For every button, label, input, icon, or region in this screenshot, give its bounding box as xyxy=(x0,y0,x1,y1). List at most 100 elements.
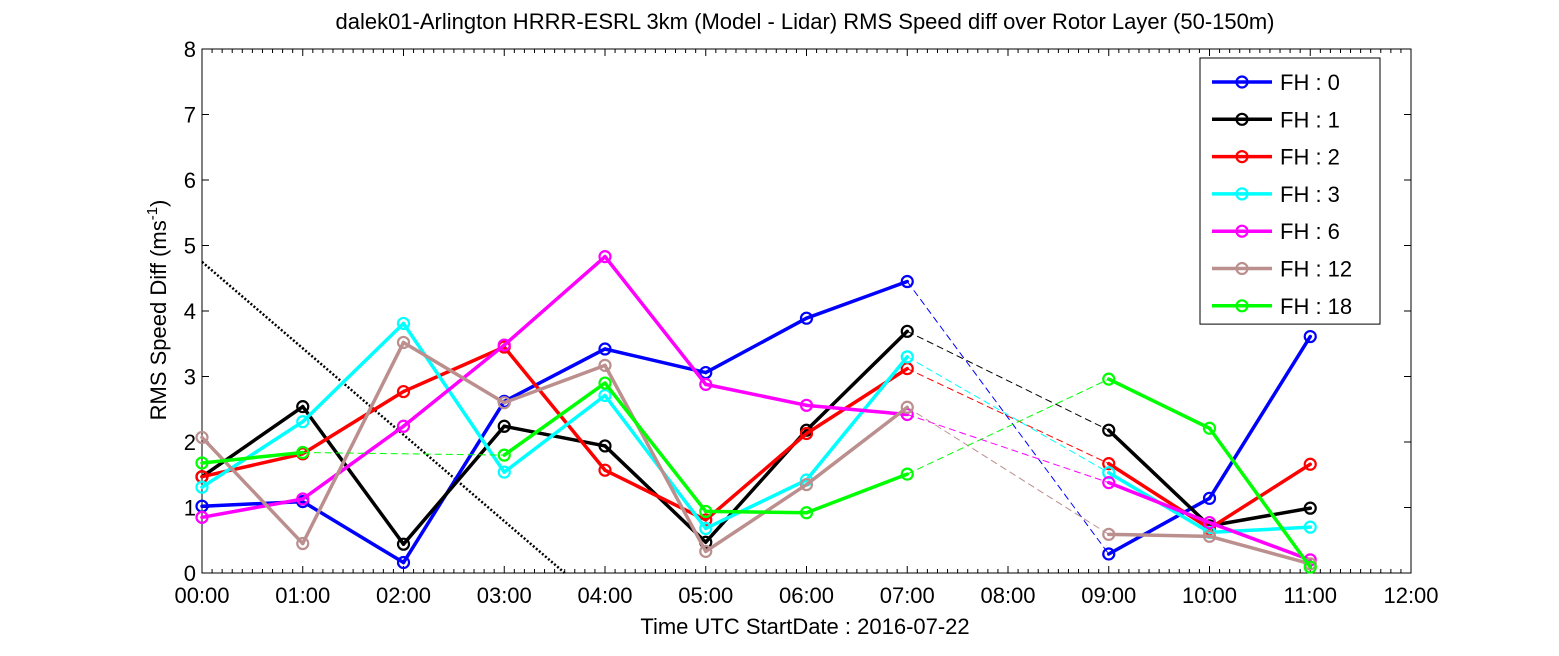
data-point-marker xyxy=(699,521,713,536)
data-point-marker xyxy=(699,504,713,519)
legend-swatch-marker xyxy=(1235,299,1249,313)
series-line-segment xyxy=(502,393,607,474)
data-point-marker xyxy=(396,555,411,570)
series-7 xyxy=(195,372,1317,574)
data-point-marker xyxy=(195,510,209,524)
series-line-segment xyxy=(704,382,809,408)
x-tick-label: 05:00 xyxy=(678,583,733,608)
series-2 xyxy=(195,324,1317,551)
series-line-segment xyxy=(301,340,406,546)
y-tick-label: 5 xyxy=(184,234,196,259)
data-point-marker xyxy=(900,467,914,481)
data-point-marker xyxy=(598,376,612,390)
series-layer xyxy=(195,250,1317,574)
data-point-marker xyxy=(598,250,612,264)
data-point-marker xyxy=(799,477,814,492)
series-line-segment xyxy=(804,472,909,515)
legend-entry-label: FH : 3 xyxy=(1280,182,1340,207)
x-tick-label: 06:00 xyxy=(779,583,834,608)
series-line-segment xyxy=(1207,426,1312,569)
y-tick-label: 4 xyxy=(184,299,196,324)
data-point-marker xyxy=(598,439,612,453)
series-6 xyxy=(195,335,1317,571)
series-line-segment xyxy=(401,343,506,429)
series-line-segment xyxy=(502,381,607,457)
x-tick-label: 04:00 xyxy=(577,583,632,608)
x-tick-label: 12:00 xyxy=(1383,583,1438,608)
data-point-marker xyxy=(1102,547,1116,561)
series-line-segment xyxy=(704,431,809,522)
y-tick-label: 1 xyxy=(184,496,196,521)
series-line-segment xyxy=(804,405,909,487)
series-line-segment xyxy=(704,316,809,375)
legend-swatch-marker xyxy=(1235,224,1249,238)
data-point-marker xyxy=(1303,560,1317,574)
data-point-marker xyxy=(396,335,411,350)
series-line-segment xyxy=(704,482,809,554)
data-point-marker xyxy=(598,388,612,403)
series-line-segment xyxy=(603,363,708,554)
data-point-marker xyxy=(799,426,814,441)
legend-swatch-marker xyxy=(1235,75,1249,89)
series-line-segment xyxy=(401,399,506,565)
data-point-marker xyxy=(1303,329,1317,344)
series-line-segment xyxy=(804,355,909,482)
data-point-marker xyxy=(799,398,814,412)
series-line-segment xyxy=(301,389,406,456)
series-line-segment xyxy=(200,497,305,520)
series-line-segment xyxy=(502,363,607,405)
data-point-marker xyxy=(497,465,511,479)
data-point-marker xyxy=(396,384,411,399)
x-tick-label: 08:00 xyxy=(980,583,1035,608)
series-line-segment xyxy=(603,347,708,375)
data-point-marker xyxy=(1202,529,1217,543)
data-point-marker xyxy=(900,400,914,414)
legend-swatch-marker xyxy=(1235,261,1249,276)
series-line-segment xyxy=(603,254,708,387)
data-point-marker xyxy=(900,324,914,338)
legend-box xyxy=(1199,57,1381,325)
x-tick-label: 01:00 xyxy=(275,583,330,608)
series-line-segment xyxy=(704,509,809,515)
data-point-marker xyxy=(799,506,814,520)
y-axis-label-prefix: RMS Speed Diff (ms xyxy=(146,220,171,420)
legend-swatch-marker xyxy=(1235,112,1249,126)
series-line-segment xyxy=(401,345,506,394)
data-point-marker xyxy=(900,274,914,289)
series-line-segment xyxy=(1107,532,1212,539)
series-line-segment xyxy=(1107,428,1212,528)
series-line-segment xyxy=(603,381,708,514)
data-point-marker xyxy=(1202,491,1217,505)
data-point-marker xyxy=(900,350,914,364)
x-axis-label: Time UTC StartDate : 2016-07-22 xyxy=(640,614,969,639)
series-line-segment xyxy=(1207,520,1312,562)
data-point-marker xyxy=(1303,520,1317,534)
y-axis-label-suffix: ) xyxy=(146,200,171,207)
data-point-marker xyxy=(598,358,612,372)
series-line-segment xyxy=(502,424,607,448)
data-point-marker xyxy=(195,430,209,445)
legend-entry-label: FH : 1 xyxy=(1280,107,1340,132)
series-line-segment xyxy=(1207,334,1312,501)
y-tick-label: 6 xyxy=(184,168,196,193)
x-tick-label: 11:00 xyxy=(1284,583,1337,608)
series-line-segment xyxy=(200,435,305,546)
data-point-marker xyxy=(598,463,612,477)
data-point-marker xyxy=(1202,515,1217,530)
series-line-segment xyxy=(804,279,909,320)
series-line-segment xyxy=(1107,480,1212,525)
legend-entry-label: FH : 18 xyxy=(1280,294,1352,319)
y-axis-label: RMS Speed Diff (ms-1) xyxy=(144,200,171,421)
y-tick-label: 0 xyxy=(184,561,196,586)
series-line-segment xyxy=(401,340,506,405)
data-point-marker xyxy=(195,456,209,470)
y-tick-label: 2 xyxy=(184,430,196,455)
series-gap-line xyxy=(906,281,1110,555)
data-point-marker xyxy=(396,419,411,433)
legend-entry-label: FH : 2 xyxy=(1280,145,1340,170)
legend-swatch-marker xyxy=(1235,187,1249,201)
series-line-segment xyxy=(804,403,909,417)
series-gap-line xyxy=(907,356,1109,474)
series-line-segment xyxy=(301,321,406,424)
